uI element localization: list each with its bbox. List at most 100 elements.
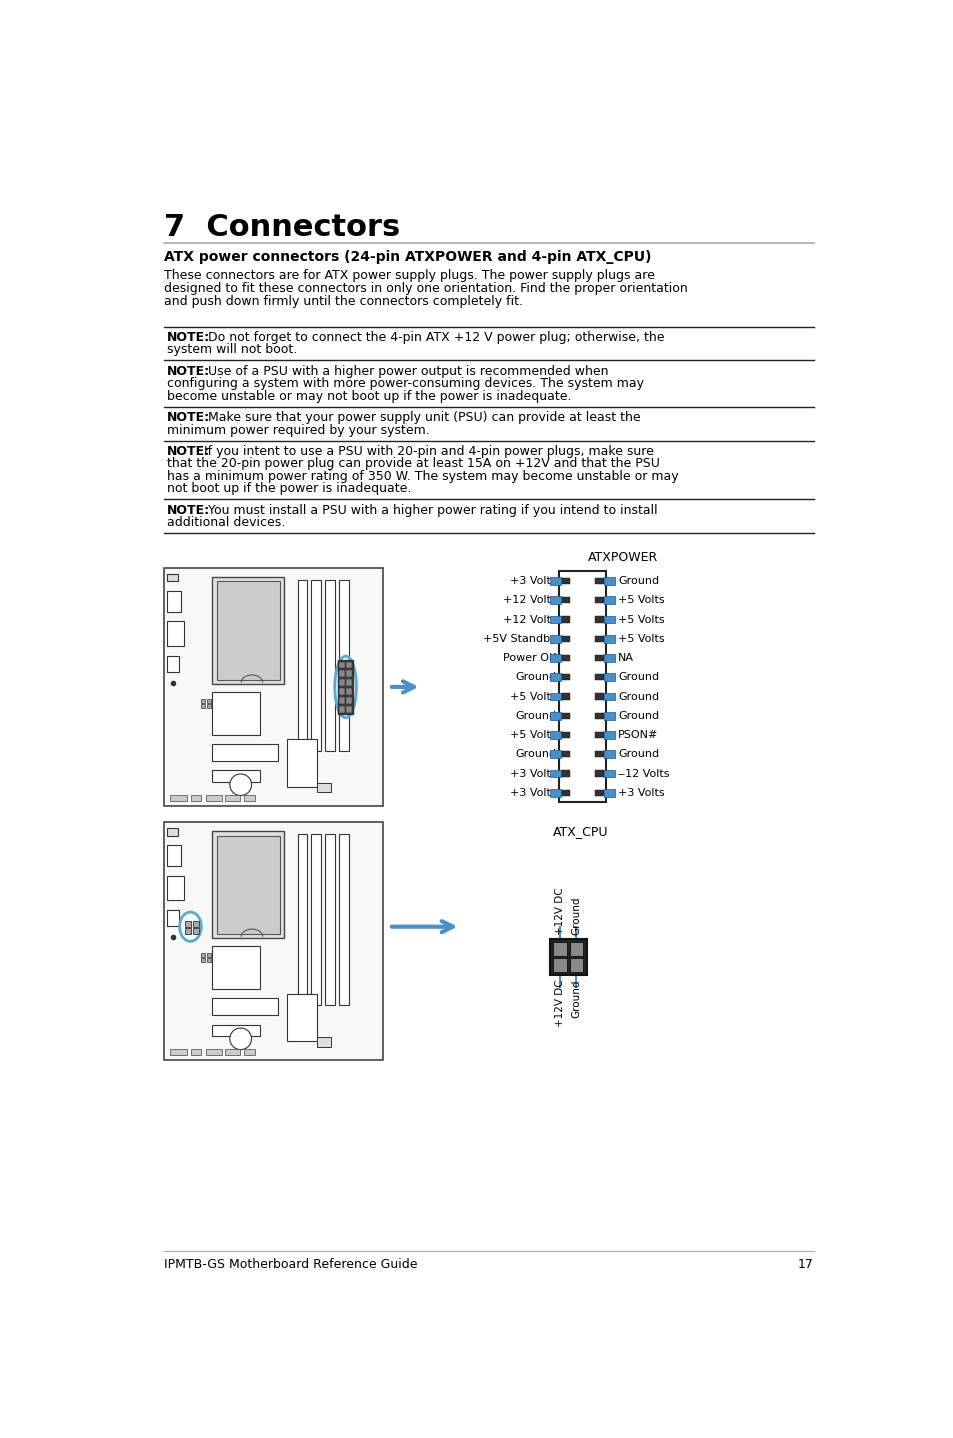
Bar <box>346 697 352 705</box>
Bar <box>325 580 335 752</box>
Text: +12 Volts: +12 Volts <box>502 614 556 624</box>
Bar <box>164 568 382 807</box>
Bar <box>595 674 604 680</box>
Bar <box>560 789 570 795</box>
Bar <box>316 784 331 792</box>
Bar <box>191 1048 201 1055</box>
Text: IPMTB-GS Motherboard Reference Guide: IPMTB-GS Motherboard Reference Guide <box>164 1258 417 1271</box>
Bar <box>339 670 344 677</box>
Text: ‒12 Volts: ‒12 Volts <box>618 768 669 778</box>
Text: Ground: Ground <box>515 710 556 720</box>
Text: and push down firmly until the connectors completely fit.: and push down firmly until the connector… <box>164 295 522 308</box>
Text: Ground: Ground <box>618 710 659 720</box>
Text: NOTE:: NOTE: <box>167 503 211 516</box>
Bar <box>560 713 570 719</box>
Bar <box>560 751 570 758</box>
Bar <box>604 597 615 604</box>
Bar <box>346 680 352 686</box>
Circle shape <box>230 1028 252 1050</box>
Bar <box>604 577 615 585</box>
Text: Ground: Ground <box>571 897 581 935</box>
Bar <box>201 958 205 962</box>
Text: +3 Volts: +3 Volts <box>509 788 556 798</box>
Text: Ground: Ground <box>618 692 659 702</box>
Text: +5 Volts: +5 Volts <box>509 692 556 702</box>
Bar <box>193 929 199 935</box>
Bar <box>167 656 179 672</box>
Bar <box>569 958 583 972</box>
Bar <box>604 712 615 719</box>
Text: NOTE:: NOTE: <box>167 446 211 459</box>
Bar <box>213 577 284 684</box>
Bar <box>595 713 604 719</box>
Bar <box>553 942 567 956</box>
Bar <box>167 591 181 613</box>
Bar <box>595 597 604 604</box>
Bar <box>550 939 586 975</box>
Text: +3 Volts: +3 Volts <box>618 788 664 798</box>
Bar <box>171 1048 187 1055</box>
Text: +5 Volts: +5 Volts <box>618 634 664 644</box>
Text: Ground: Ground <box>515 749 556 759</box>
Text: additional devices.: additional devices. <box>167 516 285 529</box>
Bar <box>346 689 352 695</box>
Text: +3 Volts: +3 Volts <box>509 768 556 778</box>
Bar <box>224 1048 240 1055</box>
Text: NOTE:: NOTE: <box>167 331 211 344</box>
Bar <box>164 821 382 1060</box>
Bar <box>339 689 344 695</box>
Bar <box>560 617 570 623</box>
Bar <box>286 739 316 787</box>
Text: Ground: Ground <box>618 673 659 682</box>
Bar <box>311 834 320 1005</box>
Bar <box>213 692 260 735</box>
Text: minimum power required by your system.: minimum power required by your system. <box>167 424 430 437</box>
Bar <box>213 771 260 782</box>
Text: NOTE:: NOTE: <box>167 411 211 424</box>
Bar <box>297 580 307 752</box>
Bar <box>213 946 260 989</box>
Text: become unstable or may not boot up if the power is inadequate.: become unstable or may not boot up if th… <box>167 390 571 403</box>
Text: You must install a PSU with a higher power rating if you intend to install: You must install a PSU with a higher pow… <box>199 503 657 516</box>
Bar <box>191 795 201 801</box>
Bar <box>550 673 560 682</box>
Bar <box>550 597 560 604</box>
Bar <box>167 844 181 866</box>
Bar <box>193 920 199 926</box>
Text: +3 Volts: +3 Volts <box>509 577 556 587</box>
Text: These connectors are for ATX power supply plugs. The power supply plugs are: These connectors are for ATX power suppl… <box>164 269 655 282</box>
Bar <box>167 828 178 835</box>
Bar <box>604 769 615 778</box>
Bar <box>167 621 184 646</box>
Text: ATXPOWER: ATXPOWER <box>587 551 658 564</box>
Bar <box>560 636 570 641</box>
Text: not boot up if the power is inadequate.: not boot up if the power is inadequate. <box>167 482 412 495</box>
Text: NA: NA <box>618 653 634 663</box>
Bar <box>604 693 615 700</box>
Bar <box>569 942 583 956</box>
Bar <box>339 661 344 669</box>
Text: Power OK: Power OK <box>502 653 556 663</box>
Bar <box>167 574 178 581</box>
Bar <box>167 876 184 900</box>
Bar <box>244 1048 254 1055</box>
Bar <box>213 1024 260 1037</box>
Bar <box>595 654 604 661</box>
Bar <box>207 699 211 703</box>
Bar <box>595 578 604 584</box>
Text: configuring a system with more power-consuming devices. The system may: configuring a system with more power-con… <box>167 377 643 390</box>
Bar <box>185 929 191 935</box>
Text: Do not forget to connect the 4-pin ATX +12 V power plug; otherwise, the: Do not forget to connect the 4-pin ATX +… <box>199 331 663 344</box>
Text: has a minimum power rating of 350 W. The system may become unstable or may: has a minimum power rating of 350 W. The… <box>167 470 679 483</box>
Bar <box>604 615 615 624</box>
Bar <box>604 673 615 682</box>
Text: that the 20-pin power plug can provide at least 15A on +12V and that the PSU: that the 20-pin power plug can provide a… <box>167 457 659 470</box>
Bar <box>339 680 344 686</box>
Text: +5V Standby: +5V Standby <box>482 634 556 644</box>
Text: ATX power connectors (24-pin ATXPOWER and 4-pin ATX_CPU): ATX power connectors (24-pin ATXPOWER an… <box>164 250 651 263</box>
Text: Ground: Ground <box>618 749 659 759</box>
Bar <box>171 795 187 801</box>
Text: +12 Volts: +12 Volts <box>502 595 556 605</box>
Text: +12V DC: +12V DC <box>555 887 564 935</box>
Text: ATX_CPU: ATX_CPU <box>553 825 608 838</box>
